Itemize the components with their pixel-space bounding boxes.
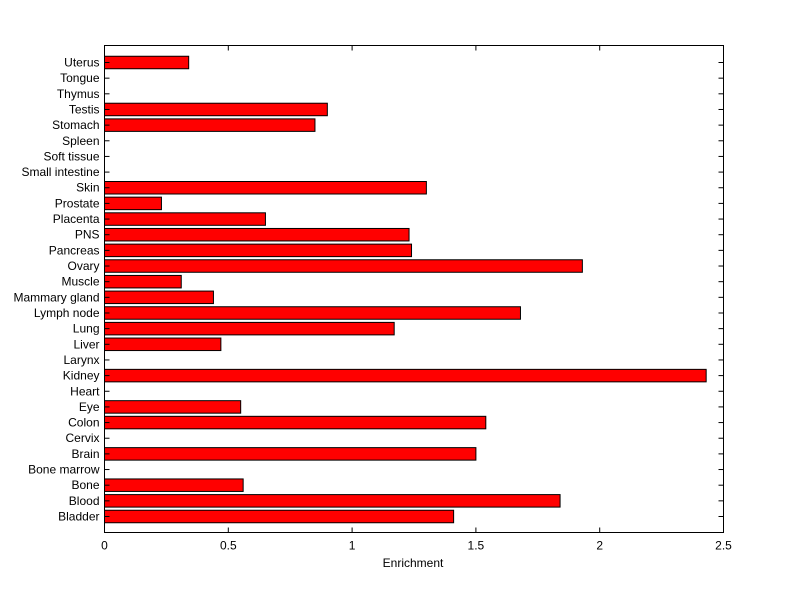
category-label-brain: Brain xyxy=(71,447,99,461)
bar-eye xyxy=(104,400,242,414)
category-label-small-intestine: Small intestine xyxy=(21,165,99,179)
bar-skin xyxy=(104,181,427,195)
category-label-lymph-node: Lymph node xyxy=(34,306,100,320)
bar-pns xyxy=(104,227,410,242)
bar-pancreas xyxy=(104,243,413,258)
category-label-bladder: Bladder xyxy=(58,510,99,524)
category-label-tongue: Tongue xyxy=(60,71,100,85)
bar-ovary xyxy=(104,259,583,273)
x-tick-labels-group: 0 0.5 1 1.5 2 2.5 xyxy=(101,539,732,553)
category-label-larynx: Larynx xyxy=(63,353,99,367)
category-label-blood: Blood xyxy=(69,494,100,508)
x-tick-label-0: 0 xyxy=(101,539,108,553)
category-label-pancreas: Pancreas xyxy=(49,243,100,257)
bar-colon xyxy=(104,415,487,430)
bar-lung xyxy=(104,321,395,336)
bar-stomach xyxy=(104,118,316,132)
bar-placenta xyxy=(104,212,266,226)
category-label-muscle: Muscle xyxy=(61,275,99,289)
x-tick-label-5: 2.5 xyxy=(715,539,732,553)
bar-muscle xyxy=(104,274,182,289)
category-label-eye: Eye xyxy=(79,400,100,414)
x-tick-label-4: 2 xyxy=(596,539,603,553)
category-label-soft-tissue: Soft tissue xyxy=(43,149,99,163)
category-label-uterus: Uterus xyxy=(64,56,99,70)
category-label-heart: Heart xyxy=(70,384,100,398)
category-label-bone: Bone xyxy=(71,478,99,492)
bar-prostate xyxy=(104,196,162,211)
bars-group xyxy=(104,55,707,524)
category-label-stomach: Stomach xyxy=(52,118,99,132)
bar-bladder xyxy=(104,509,455,524)
bar-testis xyxy=(104,102,328,117)
category-label-placenta: Placenta xyxy=(53,212,100,226)
x-tick-label-2: 1 xyxy=(349,539,356,553)
x-axis-label: Enrichment xyxy=(383,556,444,570)
bar-lymph-node xyxy=(104,306,521,320)
category-label-ovary: Ovary xyxy=(67,259,99,273)
category-label-lung: Lung xyxy=(73,322,100,336)
category-label-liver: Liver xyxy=(73,337,99,351)
category-label-skin: Skin xyxy=(76,181,99,195)
bar-brain xyxy=(104,447,477,461)
bar-blood xyxy=(104,494,561,508)
bar-uterus xyxy=(104,55,190,70)
category-label-colon: Colon xyxy=(68,416,99,430)
category-label-prostate: Prostate xyxy=(55,196,100,210)
category-label-cervix: Cervix xyxy=(65,431,99,445)
category-label-testis: Testis xyxy=(69,102,100,116)
ticks-group xyxy=(104,45,724,533)
category-label-mammary-gland: Mammary gland xyxy=(13,290,99,304)
bar-mammary-gland xyxy=(104,290,214,305)
axes-frame xyxy=(104,45,724,533)
bar-bone xyxy=(104,478,244,492)
x-tick-label-1: 0.5 xyxy=(220,539,237,553)
category-label-spleen: Spleen xyxy=(62,134,99,148)
x-tick-label-3: 1.5 xyxy=(468,539,485,553)
bar-kidney xyxy=(104,368,707,383)
bar-liver xyxy=(104,337,222,352)
category-label-kidney: Kidney xyxy=(63,369,100,383)
category-label-pns: PNS xyxy=(75,228,100,242)
category-label-bone-marrow: Bone marrow xyxy=(28,463,100,477)
category-label-thymus: Thymus xyxy=(57,87,100,101)
